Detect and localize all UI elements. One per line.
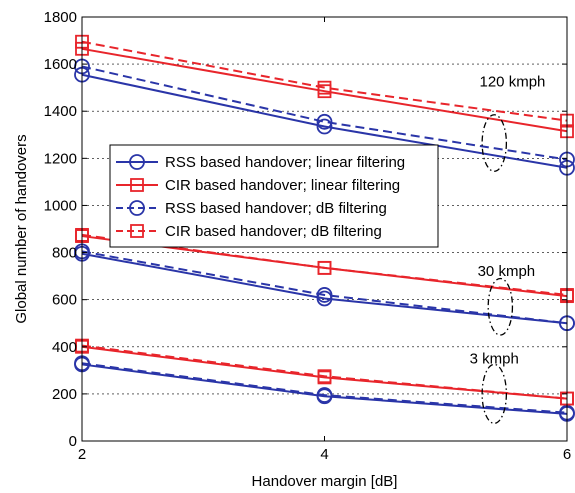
legend-entry: CIR based handover; linear filtering [116, 177, 400, 194]
data-point [316, 287, 333, 303]
series-line [81, 65, 568, 161]
y-tick-label: 1600 [44, 56, 77, 73]
data-point [316, 387, 333, 403]
annotations: 120 kmph 30 kmph 3 kmph [470, 73, 546, 424]
series-line [81, 252, 568, 325]
x-tick-label: 2 [78, 446, 86, 463]
legend-label: CIR based handover; dB filtering [165, 223, 382, 240]
speed-annotation: 30 kmph [478, 263, 536, 280]
legend-box [109, 144, 439, 248]
x-axis-label: Handover margin [dB] [252, 473, 398, 490]
speed-annotation: 120 kmph [480, 73, 546, 90]
data-point [317, 369, 332, 384]
axis-ticks: 0 200 400 600 800 1000 1200 1400 1600 1800 2 4 6 [44, 9, 572, 463]
series-line [81, 233, 568, 296]
data-point [316, 113, 333, 130]
legend-marker [129, 154, 145, 170]
series-line [81, 250, 568, 325]
legend-marker [129, 200, 145, 216]
y-tick-label: 800 [52, 245, 77, 262]
speed-group-ellipse [487, 277, 514, 336]
y-tick-label: 200 [52, 386, 77, 403]
speed-annotation: 3 kmph [470, 350, 519, 367]
data-point [317, 80, 332, 95]
y-axis-label: Global number of handovers [13, 134, 30, 323]
series-line [81, 47, 568, 133]
y-tick-label: 1200 [44, 150, 77, 167]
legend-marker [130, 224, 144, 238]
legend-label: RSS based handover; dB filtering [165, 200, 387, 217]
legend-marker [130, 178, 144, 192]
speed-group-ellipse [481, 114, 508, 172]
legend-entry: CIR based handover; dB filtering [116, 223, 382, 240]
legend-label: CIR based handover; linear filtering [165, 177, 400, 194]
series-line [81, 73, 568, 169]
y-tick-label: 0 [69, 433, 77, 450]
series-line [81, 344, 568, 400]
data-point [317, 260, 332, 275]
speed-group-ellipse [481, 363, 508, 424]
x-tick-label: 6 [563, 446, 571, 463]
x-tick-label: 4 [320, 446, 328, 463]
legend-label: RSS based handover; linear filtering [165, 154, 405, 171]
legend-entry: RSS based handover; linear filtering [116, 154, 405, 171]
legend-entry: RSS based handover; dB filtering [116, 200, 387, 217]
y-tick-label: 400 [52, 339, 77, 356]
y-tick-label: 1800 [44, 9, 77, 26]
series-line [81, 40, 568, 122]
series-line [81, 363, 568, 415]
y-tick-label: 1400 [44, 103, 77, 120]
y-tick-label: 1000 [44, 197, 77, 214]
legend: RSS based handover; linear filtering CIR … [109, 144, 439, 248]
series-line [81, 362, 568, 414]
data-point [316, 118, 333, 135]
y-tick-label: 600 [52, 292, 77, 309]
